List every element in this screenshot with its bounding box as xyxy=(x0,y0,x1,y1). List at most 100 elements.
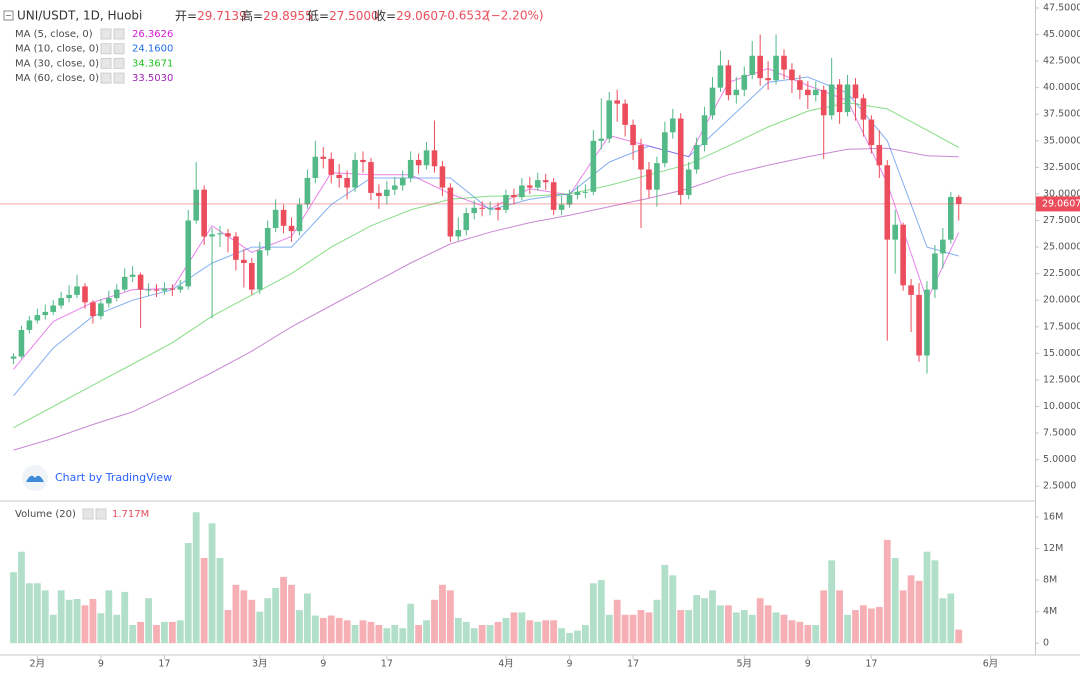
candle-body xyxy=(288,225,295,232)
volume-y-tick-label: 8M xyxy=(1043,575,1057,586)
candle-body xyxy=(129,274,136,277)
candle-body xyxy=(344,178,350,188)
volume-bar xyxy=(33,583,41,644)
y-tick-label: 25.0000 xyxy=(1043,242,1080,253)
volume-bar xyxy=(550,620,558,644)
volume-bar xyxy=(399,628,407,644)
volume-bar xyxy=(375,625,383,644)
volume-bar xyxy=(192,512,200,644)
candle-body xyxy=(844,84,851,113)
legend-icon[interactable] xyxy=(113,72,125,84)
volume-bar xyxy=(510,612,518,644)
volume-bar xyxy=(724,605,732,644)
candle-body xyxy=(66,294,72,299)
legend-icon[interactable] xyxy=(95,508,107,520)
candle-body xyxy=(431,150,438,167)
volume-bar xyxy=(65,599,73,644)
volume-bar xyxy=(153,625,160,644)
volume-bar xyxy=(25,583,33,644)
volume-bar xyxy=(391,625,399,644)
candle-body xyxy=(121,276,128,290)
candle-body xyxy=(614,100,620,104)
candle-body xyxy=(256,250,263,290)
ohlc-value: 29.7139 xyxy=(197,9,247,23)
volume-bar xyxy=(645,612,653,644)
volume-bar xyxy=(947,593,955,644)
x-tick-label: 6月 xyxy=(983,659,999,670)
volume-bar xyxy=(883,539,891,644)
legend-icon[interactable] xyxy=(100,57,112,69)
volume-bar xyxy=(605,614,613,644)
volume-bar xyxy=(677,610,685,644)
candle-body xyxy=(932,253,938,290)
y-tick-label: 10.0000 xyxy=(1043,401,1080,412)
legend-icon[interactable] xyxy=(113,57,125,69)
legend-icon[interactable] xyxy=(113,28,125,40)
candle-body xyxy=(662,132,668,164)
candle-body xyxy=(106,298,112,304)
candle-body xyxy=(217,233,223,235)
candle-body xyxy=(399,178,406,186)
candle-body xyxy=(98,303,104,317)
legend-icon[interactable] xyxy=(100,43,112,55)
candle-body xyxy=(415,159,422,166)
candle-body xyxy=(669,118,676,133)
volume-bar xyxy=(748,614,756,644)
volume-bar xyxy=(343,620,351,644)
candle-body xyxy=(860,98,867,120)
legend-icon[interactable] xyxy=(82,508,94,520)
ohlc-low: 低=27.5000 xyxy=(307,9,379,23)
candle-body xyxy=(701,115,708,146)
candle-body xyxy=(471,207,478,214)
candle-body xyxy=(280,209,287,226)
candle-body xyxy=(82,286,88,303)
volume-bar xyxy=(446,590,454,644)
candle-body xyxy=(654,163,660,190)
volume-bar xyxy=(327,615,335,644)
candle-body xyxy=(852,84,859,99)
legend-icon[interactable] xyxy=(100,28,112,40)
candle-body xyxy=(304,178,311,205)
volume-bar xyxy=(288,584,295,644)
candle-body xyxy=(757,55,763,79)
volume-bar xyxy=(18,551,25,644)
candle-body xyxy=(677,118,684,196)
volume-bar xyxy=(304,593,311,644)
collapse-icon[interactable] xyxy=(3,10,14,21)
ma-legend-value: 34.3671 xyxy=(132,58,173,69)
volume-bar xyxy=(367,621,375,644)
volume-bar xyxy=(454,617,462,644)
legend-icon[interactable] xyxy=(113,43,125,55)
ohlc-name: 低= xyxy=(307,9,329,23)
last-price-tag xyxy=(1036,196,1080,212)
candle-body xyxy=(725,65,732,96)
candle-body xyxy=(527,185,533,188)
candle-body xyxy=(161,288,168,291)
volume-bar xyxy=(788,620,796,644)
volume-bar xyxy=(176,620,184,644)
x-tick-label: 17 xyxy=(627,659,639,670)
volume-bar xyxy=(407,603,415,644)
volume-bar xyxy=(319,617,327,644)
volume-bar xyxy=(216,557,224,644)
volume-bar xyxy=(462,621,470,644)
candle-body xyxy=(26,320,33,330)
volume-y-tick-label: 0 xyxy=(1043,638,1049,649)
candle-body xyxy=(384,189,390,197)
candle-body xyxy=(519,185,525,198)
candle-body xyxy=(900,224,906,286)
volume-bar xyxy=(486,625,494,644)
volume-bar xyxy=(49,614,57,644)
ohlc-value: 27.5000 xyxy=(329,9,379,23)
candle-body xyxy=(10,356,17,359)
volume-bar xyxy=(232,584,240,644)
candle-body xyxy=(940,239,946,254)
candle-body xyxy=(805,89,811,96)
volume-bar xyxy=(542,620,550,644)
y-tick-label: 17.5000 xyxy=(1043,321,1080,332)
candle-body xyxy=(646,169,652,190)
y-tick-label: 30.0000 xyxy=(1043,188,1080,199)
legend-icon[interactable] xyxy=(100,72,112,84)
volume-bar xyxy=(899,590,907,644)
ma-legend-value: 24.1600 xyxy=(132,44,173,55)
